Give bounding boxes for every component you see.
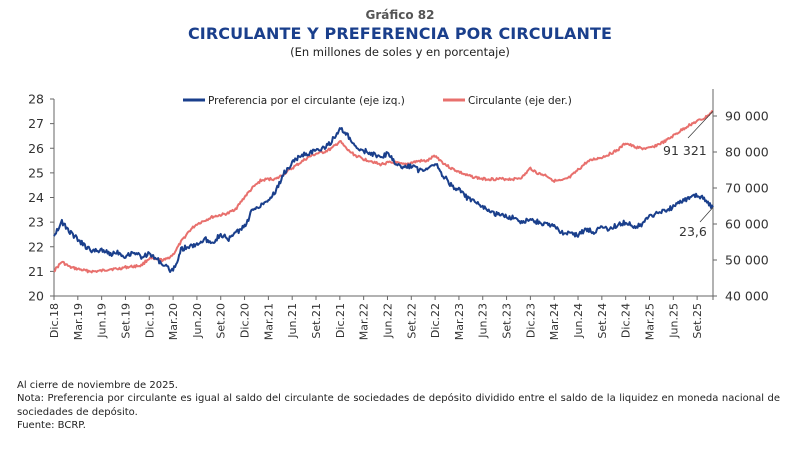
x-tick-label: Dic.24 [620,303,633,338]
left-tick-label: 24 [28,190,44,205]
x-tick-label: Mar.21 [262,303,275,340]
right-tick-label: 70 000 [725,181,769,196]
right-tick-label: 40 000 [725,289,769,304]
chart-subtitle: (En millones de soles y en porcentaje) [290,45,510,59]
left-tick-label: 25 [28,165,44,180]
right-tick-label: 50 000 [725,253,769,268]
series-line-circulante [53,110,714,274]
legend: Preferencia por el circulante (eje izq.)… [183,95,572,107]
annotation-leader-circulante [687,111,714,139]
left-tick-label: 27 [28,116,44,131]
footnotes: Al cierre de noviembre de 2025. Nota: Pr… [17,379,780,433]
x-tick-label: Dic.20 [239,303,252,338]
annotation-label-circulante: 91 321 [663,143,707,158]
x-tick-label: Set.23 [501,303,514,339]
right-tick-label: 60 000 [725,217,769,232]
x-tick-label: Dic.18 [48,303,61,338]
x-tick-label: Mar.25 [643,303,656,340]
annotation-label-preferencia: 23,6 [679,224,707,239]
footnote-cutoff: Al cierre de noviembre de 2025. [17,380,178,391]
annotations: 91 321 23,6 [663,111,714,239]
x-tick-label: Set.22 [405,303,418,339]
x-tick-label: Jun.19 [96,303,109,339]
legend-label-circulante: Circulante (eje der.) [468,95,572,107]
x-tick-label: Jun.22 [381,303,394,339]
left-tick-label: 23 [28,215,44,230]
x-tick-label: Jun.20 [191,303,204,339]
right-tick-label: 90 000 [725,109,769,124]
x-tick-label: Set.24 [596,303,609,339]
x-tick-label: Dic.23 [524,303,537,338]
x-tick-label: Jun.24 [572,303,585,339]
footnote-source: Fuente: BCRP. [17,420,86,432]
x-tick-label: Dic.22 [429,303,442,338]
x-tick-label: Mar.20 [167,303,180,340]
footnote-note: Nota: Preferencia por circulante es igua… [17,393,780,418]
x-tick-label: Set.19 [119,303,132,339]
left-tick-label: 20 [28,289,44,304]
x-tick-label: Mar.24 [548,303,561,340]
right-tick-label: 80 000 [725,145,769,160]
series-layer [53,110,714,274]
x-tick-label: Dic.21 [334,303,347,338]
chart-kicker: Gráfico 82 [365,8,435,22]
chart-title: CIRCULANTE Y PREFERENCIA POR CIRCULANTE [187,24,613,43]
left-tick-label: 28 [28,92,44,107]
left-tick-label: 22 [28,239,44,254]
x-tick-label: Set.20 [215,303,228,339]
x-tick-label: Jun.25 [667,303,680,339]
x-tick-label: Mar.19 [72,303,85,340]
left-tick-label: 26 [28,141,44,156]
x-tick-label: Jun.21 [286,303,299,339]
left-tick-label: 21 [28,264,44,279]
x-tick-label: Set.21 [310,303,323,339]
annotation-leader-preferencia [699,207,714,223]
x-tick-label: Mar.23 [453,303,466,340]
x-tick-label: Mar.22 [358,303,371,340]
x-tick-label: Dic.19 [143,303,156,338]
series-line-preferencia [53,127,714,273]
x-tick-label: Jun.23 [477,303,490,339]
legend-label-preferencia: Preferencia por el circulante (eje izq.) [208,95,405,107]
x-tick-label: Set.25 [691,303,704,339]
axes: 20 21 22 23 24 25 26 27 28 40 000 50 000 60 000 70 0… [28,89,769,340]
